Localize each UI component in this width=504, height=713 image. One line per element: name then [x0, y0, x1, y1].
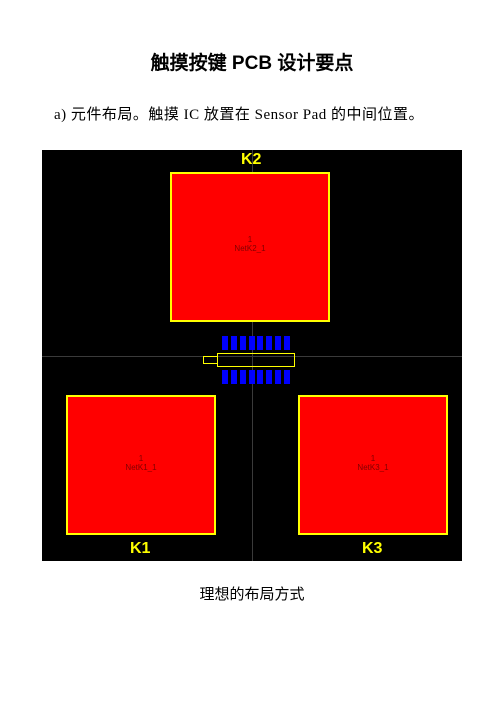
designator-k1: K1	[130, 540, 150, 558]
pad-k2-label: 1 NetK2_1	[172, 236, 328, 254]
pad-k1: 1 NetK1_1	[66, 395, 216, 535]
pcb-layout-figure: K2 1 NetK2_1	[42, 150, 462, 561]
ic-pin	[275, 336, 281, 350]
pad-k1-num: 1	[139, 454, 143, 463]
figure-caption: 理想的布局方式	[40, 583, 464, 604]
ic-pin	[240, 370, 246, 384]
pad-k3-net: NetK3_1	[357, 463, 388, 472]
ic-body-outline	[217, 353, 295, 367]
ic-pin	[249, 370, 255, 384]
pad-k3-label: 1 NetK3_1	[300, 455, 446, 473]
ic-pin	[284, 370, 290, 384]
pad-k2: 1 NetK2_1	[170, 172, 330, 322]
ic-pin	[257, 370, 263, 384]
pad-k2-num: 1	[248, 235, 252, 244]
ic-pin	[249, 336, 255, 350]
ic-pin	[275, 370, 281, 384]
page-title: 触摸按键 PCB 设计要点	[40, 48, 464, 75]
ic-pin	[222, 370, 228, 384]
ic-pins-top	[222, 336, 290, 350]
ic-pin1-marker	[203, 356, 217, 364]
pad-k1-net: NetK1_1	[125, 463, 156, 472]
pad-k2-net: NetK2_1	[234, 244, 265, 253]
pad-k3: 1 NetK3_1	[298, 395, 448, 535]
ic-pin	[284, 336, 290, 350]
ic-pin	[222, 336, 228, 350]
designator-k2: K2	[241, 151, 261, 169]
ic-pins-bottom	[222, 370, 290, 384]
ic-pin	[257, 336, 263, 350]
ic-pin	[266, 336, 272, 350]
ic-pin	[231, 336, 237, 350]
document-page: 触摸按键 PCB 设计要点 a) 元件布局。触摸 IC 放置在 Sensor P…	[0, 0, 504, 604]
pad-k1-label: 1 NetK1_1	[68, 455, 214, 473]
ic-pin	[240, 336, 246, 350]
pad-k3-num: 1	[371, 454, 375, 463]
ic-pin	[266, 370, 272, 384]
ic-pin	[231, 370, 237, 384]
designator-k3: K3	[362, 540, 382, 558]
body-paragraph: a) 元件布局。触摸 IC 放置在 Sensor Pad 的中间位置。	[40, 103, 464, 124]
